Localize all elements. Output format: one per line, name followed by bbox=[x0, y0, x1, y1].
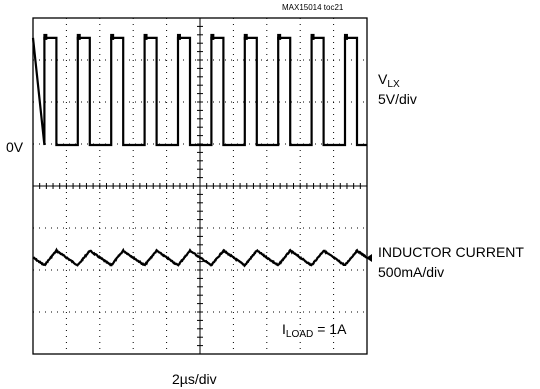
load-subscript: LOAD bbox=[285, 328, 314, 340]
vlx-label: VLX bbox=[378, 71, 400, 90]
vlx-edge-overshoot bbox=[76, 33, 81, 40]
inductor-current-label: INDUCTOR CURRENT bbox=[378, 244, 524, 260]
inductor-current-scale-label: 500mA/div bbox=[378, 264, 445, 280]
vlx-scale-label: 5V/div bbox=[378, 91, 417, 107]
load-value: = 1A bbox=[313, 321, 347, 337]
load-annotation: ILOAD = 1A bbox=[282, 321, 347, 340]
current-marker-arrow bbox=[366, 254, 372, 262]
time-scale-label: 2µs/div bbox=[172, 371, 217, 387]
vlx-edge-overshoot bbox=[243, 33, 248, 40]
vlx-edge-overshoot bbox=[110, 33, 115, 40]
vlx-edge-overshoot bbox=[176, 33, 181, 40]
load-main: I bbox=[282, 321, 286, 337]
graticule bbox=[33, 18, 367, 354]
trace-layer bbox=[31, 33, 368, 268]
vlx-main: V bbox=[378, 71, 388, 87]
vlx-edge-overshoot bbox=[310, 33, 315, 40]
vlx-edge-overshoot bbox=[43, 33, 48, 40]
vlx-edge-overshoot bbox=[343, 33, 348, 40]
vlx-edge-overshoot bbox=[143, 33, 148, 40]
vlx-subscript: LX bbox=[387, 78, 400, 90]
inductor-current-trace bbox=[32, 247, 368, 268]
plot-frame bbox=[32, 17, 368, 355]
vlx-edge-overshoot bbox=[210, 33, 215, 40]
chart-id-label: MAX15014 toc21 bbox=[282, 3, 344, 12]
zero-volt-label: 0V bbox=[6, 139, 24, 155]
vlx-edge-overshoot bbox=[277, 33, 282, 40]
